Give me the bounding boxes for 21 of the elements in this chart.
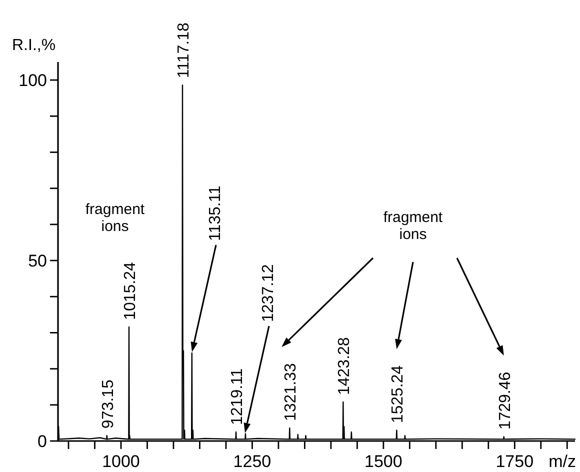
annotation: 1321.33 (282, 363, 300, 422)
annotation: 1423.28 (336, 337, 354, 396)
annotation: 973.15 (100, 380, 117, 429)
y-tick-label: 50 (28, 252, 47, 271)
x-tick-label: 1000 (102, 452, 140, 471)
annotation: 1015.24 (122, 262, 139, 320)
y-tick-label: 0 (38, 432, 47, 451)
annotation: 1117.18 (175, 22, 192, 78)
x-axis-title: m/z (548, 452, 576, 471)
annotation: 1729.46 (496, 372, 514, 430)
x-tick-label: 1250 (233, 452, 272, 471)
y-axis-title: R.I.,% (12, 37, 56, 54)
annotation: 1219.11 (228, 368, 246, 425)
annotation: 1135.11 (207, 185, 224, 241)
annotation: fragment ions (383, 209, 444, 243)
annotation: fragment ions (85, 201, 146, 235)
annotation: 1525.24 (390, 365, 407, 424)
x-tick-label: 1500 (364, 452, 402, 471)
annotation: 1237.12 (260, 264, 277, 322)
y-tick-label: 100 (18, 71, 47, 90)
x-tick-label: 1750 (496, 452, 534, 471)
